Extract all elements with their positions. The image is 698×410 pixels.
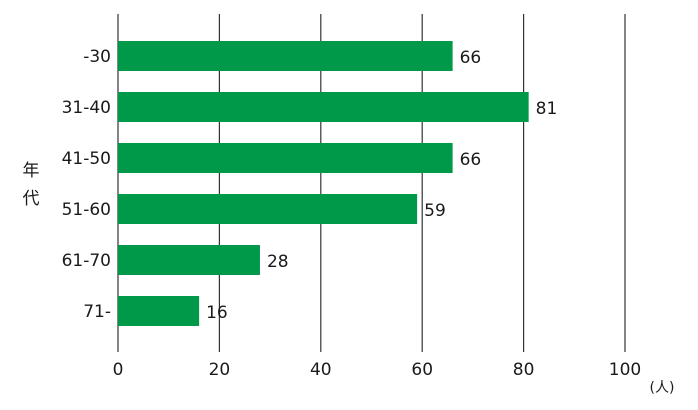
category-label: -30 <box>83 47 111 67</box>
bar--30 <box>118 41 453 71</box>
category-label: 41-50 <box>62 149 111 169</box>
category-label: 31-40 <box>62 98 111 118</box>
bar-51-60 <box>118 194 418 224</box>
y-axis-label: 年代 <box>23 161 40 209</box>
bar-31-40 <box>118 92 529 122</box>
y-axis-label-char: 代 <box>23 189 40 209</box>
value-label: 66 <box>460 150 482 170</box>
category-label: 51-60 <box>62 200 111 220</box>
category-label: 71- <box>83 302 111 322</box>
bar-71- <box>118 296 200 326</box>
y-axis-label-char: 年 <box>23 161 40 181</box>
labels: 0 20 40 60 80 100 -30 66 31-40 81 41-50 66 51-60 59 61… <box>62 47 642 380</box>
x-tick-label: 40 <box>310 360 332 380</box>
x-tick-label: 20 <box>209 360 231 380</box>
x-tick-label: 100 <box>609 360 641 380</box>
value-label: 81 <box>536 99 558 119</box>
category-label: 61-70 <box>62 251 111 271</box>
bar-61-70 <box>118 245 260 275</box>
x-tick-label: 80 <box>513 360 535 380</box>
bar-41-50 <box>118 143 453 173</box>
x-tick-label: 60 <box>411 360 433 380</box>
x-axis-unit: (人) <box>650 380 675 396</box>
x-tick-label: 0 <box>113 360 124 380</box>
value-label: 66 <box>460 48 482 68</box>
value-label: 28 <box>267 252 289 272</box>
value-label: 59 <box>424 201 446 221</box>
bars <box>118 41 529 326</box>
value-label: 16 <box>206 303 228 323</box>
